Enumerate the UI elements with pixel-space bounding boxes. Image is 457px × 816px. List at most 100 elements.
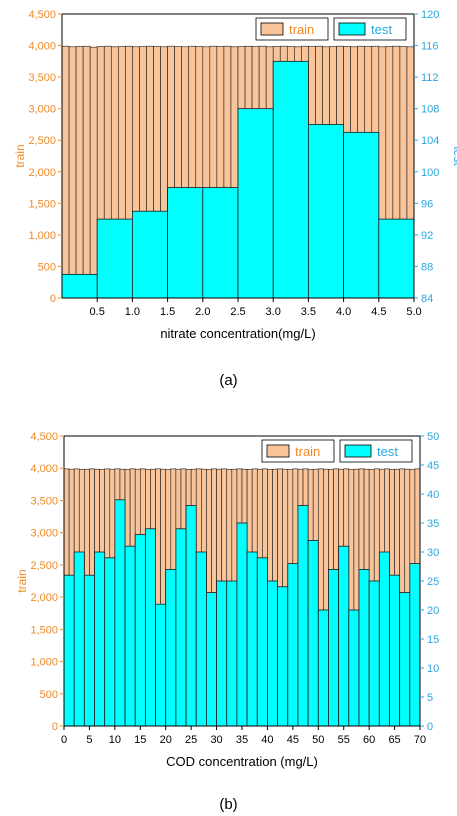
chart-b-xtick-label: 60	[363, 734, 375, 746]
chart-b-legend-test-swatch	[344, 444, 372, 458]
chart-b-ytick-label-left: 4,000	[30, 463, 58, 475]
chart-b-test-bar	[236, 522, 248, 727]
chart-a-test-bar	[307, 124, 344, 299]
chart-a-ytick-label-left: 2,000	[28, 167, 56, 179]
chart-b-test-bar	[256, 557, 268, 727]
chart-b-ytick-label-right: 25	[427, 576, 439, 588]
chart-b-ytick-label-right: 35	[427, 518, 439, 530]
chart-b-test-bar	[307, 540, 319, 727]
chart-a-test-bar	[202, 187, 239, 299]
chart-b-xtick-label: 45	[287, 734, 299, 746]
chart-b-legend-train-label: train	[295, 444, 320, 459]
chart-a-ytick-label-right: 84	[421, 293, 433, 305]
chart-a-test-bar	[343, 131, 380, 299]
chart-b-ytick-label-right: 50	[427, 431, 439, 443]
chart-b-test-bar	[104, 557, 116, 727]
chart-b-ytick-label-left: 2,500	[30, 560, 58, 572]
chart-b-ytick-label-right: 45	[427, 460, 439, 472]
chart-a-x-axis-title: nitrate concentration(mg/L)	[160, 326, 315, 341]
chart-b-xtick-label: 25	[185, 734, 197, 746]
chart-b-test-bar	[409, 563, 421, 727]
chart-b-test-bar	[175, 528, 187, 727]
chart-b-test-bar	[338, 545, 350, 727]
chart-b-test-bar	[144, 528, 156, 727]
chart-b-ytick-label-left: 1,000	[30, 657, 58, 669]
chart-a-legend-train-swatch	[260, 22, 284, 36]
chart-b-test-bar	[216, 580, 228, 727]
chart-a-ytick-label-left: 0	[50, 293, 56, 305]
chart-b-test-bar	[205, 592, 217, 727]
chart-b-test-bar	[124, 545, 136, 727]
chart-b-ytick-label-left: 2,000	[30, 592, 58, 604]
chart-a-xtick-label: 1.0	[125, 306, 140, 318]
chart-a-ytick-label-left: 500	[38, 261, 56, 273]
chart-b-xtick-label: 65	[388, 734, 400, 746]
chart-b-legend-test-label: test	[377, 444, 398, 459]
chart-a-legend-test-swatch	[338, 22, 366, 36]
chart-b-test-bar	[73, 551, 85, 727]
chart-a-test-bar	[167, 187, 204, 299]
chart-b-test-bar	[195, 551, 207, 727]
chart-a-ytick-label-left: 3,000	[28, 104, 56, 116]
chart-b-test-bar	[287, 563, 299, 727]
chart-a-xtick-label: 3.0	[266, 306, 281, 318]
chart-b-test-bar	[63, 574, 75, 727]
chart-b-xtick-label: 5	[86, 734, 92, 746]
chart-a-xtick-label: 0.5	[90, 306, 105, 318]
chart-a-train-bar	[89, 46, 98, 299]
chart-b-test-bar	[328, 569, 340, 727]
chart-a-ytick-label-left: 4,000	[28, 41, 56, 53]
chart-a-test-bar	[96, 218, 133, 299]
chart-b-test-bar	[246, 551, 258, 727]
chart-a-ytick-label-left: 1,500	[28, 198, 56, 210]
chart-a-xtick-label: 2.0	[195, 306, 210, 318]
chart-b-ytick-label-left: 4,500	[30, 431, 58, 443]
chart-b-test-bar	[267, 580, 278, 727]
chart-a-ytick-label-right: 88	[421, 261, 433, 273]
chart-a-ytick-label-left: 2,500	[28, 135, 56, 147]
chart-b-ytick-label-left: 3,500	[30, 495, 58, 507]
chart-a-xtick-label: 3.5	[301, 306, 316, 318]
chart-b-xtick-label: 15	[134, 734, 146, 746]
chart-a-ytick-label-right: 120	[421, 9, 439, 21]
chart-b-ytick-label-right: 30	[427, 547, 439, 559]
chart-b-test-bar	[165, 569, 177, 727]
chart-b-xtick-label: 50	[312, 734, 324, 746]
chart-a-ytick-label-left: 3,500	[28, 72, 56, 84]
chart-b-test-bar	[317, 609, 329, 727]
caption-a: (a)	[219, 372, 238, 389]
chart-a-test-bar	[272, 60, 309, 299]
chart-a-y-axis-title-right: test	[451, 146, 457, 166]
chart-a-test-bar	[237, 108, 274, 299]
chart-a-ytick-label-right: 100	[421, 167, 439, 179]
chart-a-legend: train test	[255, 17, 407, 41]
chart-a-y-axis-title-left: train	[13, 144, 27, 167]
chart-b-legend-train-swatch	[266, 444, 290, 458]
chart-b-test-bar	[358, 569, 370, 727]
chart-b-ytick-label-right: 40	[427, 489, 439, 501]
chart-b-test-bar	[277, 586, 289, 727]
chart-b-test-bar	[297, 505, 309, 727]
chart-a-train-bar	[75, 46, 84, 299]
chart-b-ytick-label-right: 20	[427, 605, 439, 617]
chart-b-test-bar	[399, 592, 411, 727]
chart-a-legend-train-label: train	[289, 22, 314, 37]
chart-b-test-bar	[368, 580, 380, 727]
chart-b-xtick-label: 40	[261, 734, 273, 746]
chart-b-test-bar	[389, 574, 401, 727]
chart-a: 0 500 1,000 1,500 2,000 2,500 3,000 3,500 4,000 4…	[13, 9, 457, 341]
chart-a-xtick-label: 4.0	[336, 306, 351, 318]
chart-a-ytick-label-left: 4,500	[28, 9, 56, 21]
chart-b-x-axis-title: COD concentration (mg/L)	[166, 754, 318, 769]
chart-b-ytick-label-right: 5	[427, 692, 433, 704]
chart-a-ytick-label-left: 1,000	[28, 230, 56, 242]
chart-b-xtick-label: 35	[236, 734, 248, 746]
chart-a-test-bar	[61, 273, 98, 299]
chart-b-xtick-label: 30	[210, 734, 222, 746]
chart-a-xtick-label: 5.0	[406, 306, 421, 318]
chart-a-xtick-label: 4.5	[371, 306, 386, 318]
chart-a-test-bar	[131, 210, 168, 299]
chart-b-ytick-label-left: 1,500	[30, 624, 58, 636]
chart-b-test-bar	[378, 551, 390, 727]
